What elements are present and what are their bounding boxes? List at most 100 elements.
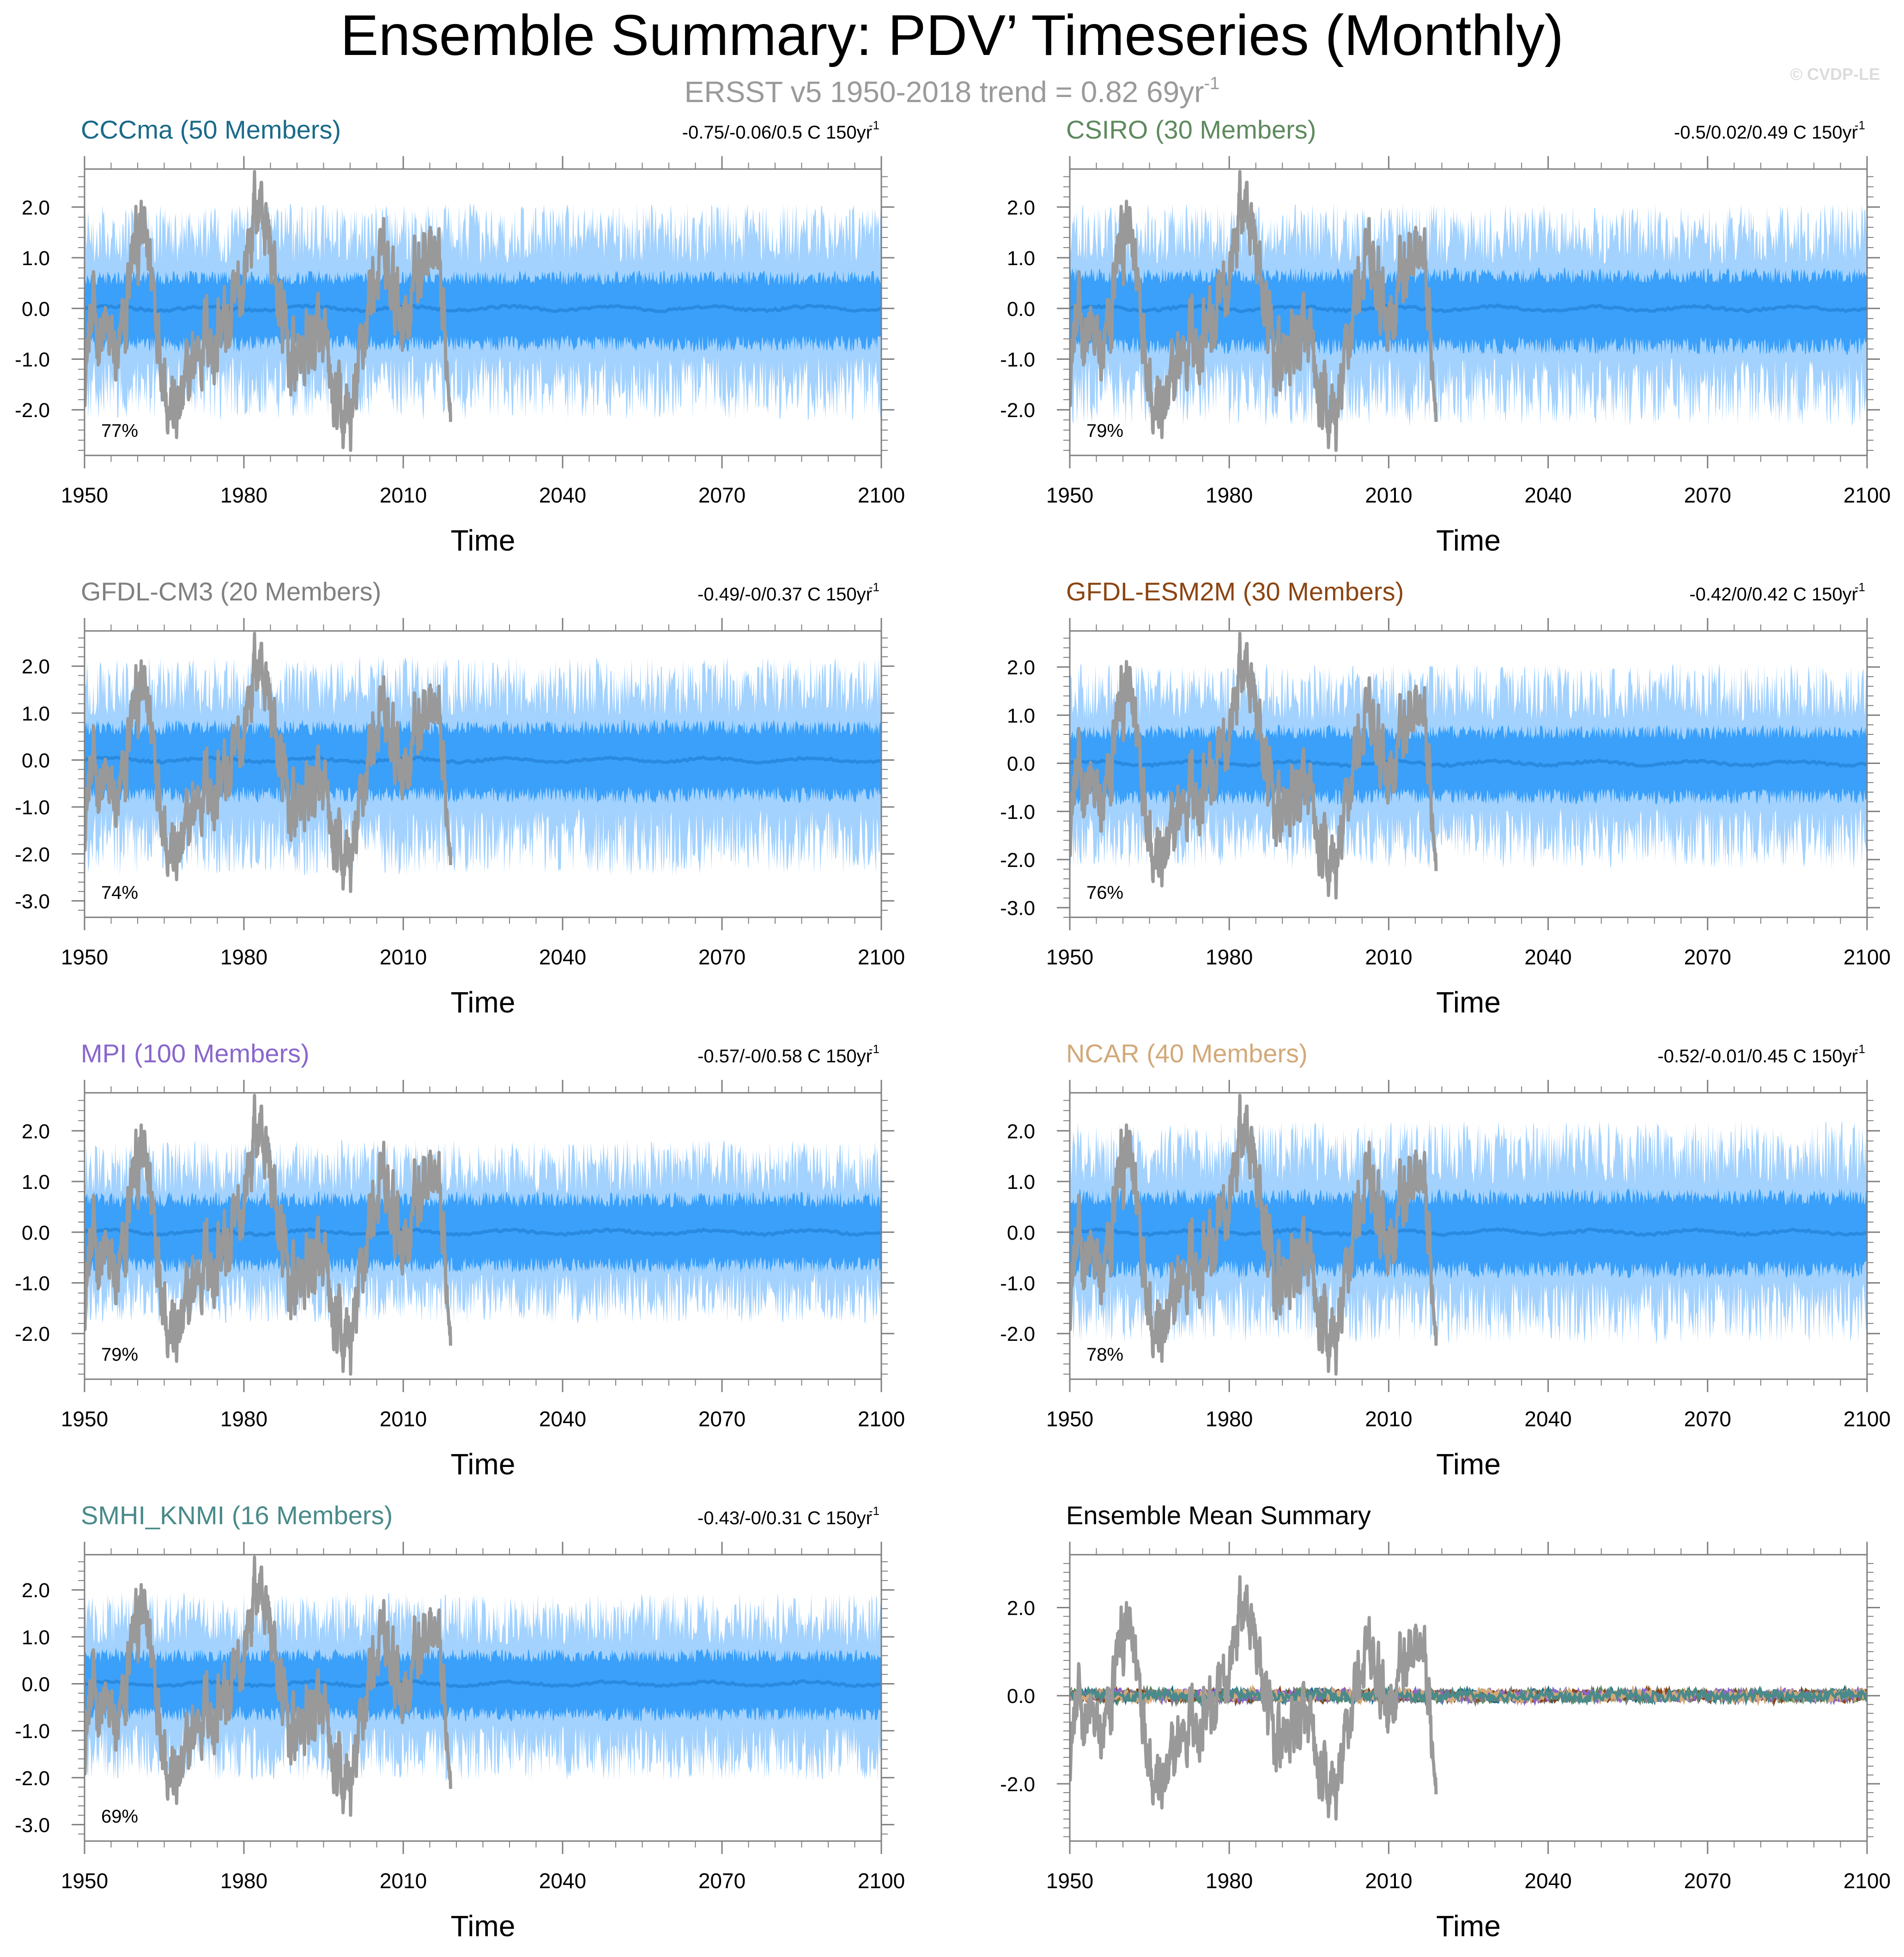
plot-area	[85, 631, 881, 893]
x-tick-label: 2070	[1684, 1407, 1731, 1431]
observation-line	[1070, 170, 1438, 452]
panel-title: MPI (100 Members)	[81, 1039, 309, 1068]
percent-label: 69%	[101, 1806, 138, 1827]
y-tick-label: -1.0	[1000, 801, 1035, 824]
x-tick-label: 1980	[220, 945, 267, 969]
x-tick-label: 2100	[1843, 483, 1891, 507]
observation-line	[1070, 1094, 1438, 1376]
y-tick-label: -2.0	[15, 843, 50, 866]
y-tick-label: -1.0	[15, 349, 50, 371]
x-axis-label: Time	[1436, 1909, 1501, 1943]
x-tick-label: 2100	[858, 1869, 905, 1893]
subtitle: ERSST v5 1950-2018 trend = 0.82 69yr-1	[0, 74, 1904, 109]
y-tick-label: -2.0	[15, 1767, 50, 1790]
y-tick-label: -1.0	[15, 796, 50, 819]
x-tick-label: 1950	[61, 1869, 108, 1893]
percent-label: 77%	[101, 421, 138, 441]
panel-title: CCCma (50 Members)	[81, 115, 341, 144]
plot-area	[1070, 1575, 1867, 1821]
y-tick-label: 0.0	[1007, 753, 1035, 776]
y-tick-label: -2.0	[15, 1323, 50, 1345]
x-tick-label: 2040	[1524, 1869, 1571, 1893]
observation-line	[85, 1094, 452, 1376]
y-tick-label: 2.0	[1007, 1120, 1035, 1143]
chart-panel-6: NCAR (40 Members) -0.52/-0.01/0.45 C 150y…	[1000, 1039, 1891, 1481]
chart-panel-2: CSIRO (30 Members) -0.5/0.02/0.49 C 150yr…	[1000, 115, 1891, 557]
trend-label: -0.57/-0/0.58 C 150yr	[697, 1046, 872, 1066]
plot-area	[1070, 631, 1867, 900]
chart-panel-3: GFDL-CM3 (20 Members) -0.49/-0/0.37 C 150…	[15, 577, 905, 1019]
x-tick-label: 1980	[220, 1407, 267, 1431]
chart-panel-8: Ensemble Mean Summary 2.0 0.0 -2.0 1950 1980 2…	[1000, 1501, 1891, 1943]
chart-panel-5: MPI (100 Members) -0.57/-0/0.58 C 150yr -1…	[15, 1039, 905, 1481]
x-tick-label: 2070	[1684, 945, 1731, 969]
y-tick-label: -1.0	[15, 1272, 50, 1295]
trend-label: -0.75/-0.06/0.5 C 150yr	[682, 122, 872, 143]
x-tick-label: 2040	[539, 945, 586, 969]
y-tick-label: -1.0	[15, 1720, 50, 1743]
percent-label: 76%	[1086, 883, 1123, 903]
y-tick-label: 0.0	[22, 1673, 50, 1696]
x-tick-label: 1950	[61, 945, 108, 969]
y-tick-label: 1.0	[1007, 704, 1035, 727]
y-tick-label: 2.0	[1007, 1597, 1035, 1619]
x-tick-label: 1980	[220, 483, 267, 507]
y-tick-label: 1.0	[22, 1626, 50, 1649]
y-tick-label: -3.0	[15, 1814, 50, 1836]
panel-title: Ensemble Mean Summary	[1066, 1501, 1371, 1530]
subtitle-sup: -1	[1204, 74, 1220, 93]
trend-sup: -1	[1855, 580, 1865, 594]
observation-line	[1070, 631, 1438, 900]
y-tick-label: 2.0	[22, 1579, 50, 1602]
y-tick-label: 1.0	[22, 1171, 50, 1194]
x-tick-label: 2040	[1524, 945, 1571, 969]
y-tick-label: -2.0	[15, 399, 50, 422]
x-tick-label: 2070	[1684, 483, 1731, 507]
x-tick-label: 2040	[1524, 1407, 1571, 1431]
plot-area	[1070, 1094, 1867, 1376]
x-tick-label: 2100	[858, 483, 905, 507]
x-tick-label: 2070	[698, 945, 746, 969]
x-tick-label: 2070	[698, 483, 746, 507]
x-tick-label: 1950	[61, 483, 108, 507]
trend-label: -0.42/0/0.42 C 150yr	[1689, 584, 1858, 605]
y-tick-label: 2.0	[22, 1120, 50, 1143]
x-tick-label: 2100	[1843, 1407, 1891, 1431]
x-tick-label: 2010	[1365, 945, 1412, 969]
y-tick-label: 2.0	[1007, 656, 1035, 679]
y-tick-label: -3.0	[15, 890, 50, 913]
y-tick-label: -1.0	[1000, 1272, 1035, 1295]
x-axis-label: Time	[1436, 1448, 1501, 1481]
x-tick-label: 2010	[380, 945, 427, 969]
y-tick-label: 2.0	[1007, 196, 1035, 219]
observation-line	[85, 631, 452, 893]
x-tick-label: 2070	[698, 1869, 746, 1893]
y-tick-label: 1.0	[22, 247, 50, 270]
x-tick-label: 2100	[858, 945, 905, 969]
y-tick-label: 0.0	[22, 750, 50, 772]
y-tick-label: -2.0	[1000, 849, 1035, 872]
x-axis-label: Time	[451, 1909, 515, 1943]
y-tick-label: -2.0	[1000, 1773, 1035, 1796]
y-tick-label: 0.0	[22, 1222, 50, 1244]
x-tick-label: 1950	[1046, 1407, 1093, 1431]
x-tick-label: 2040	[539, 1407, 586, 1431]
x-tick-label: 2070	[698, 1407, 746, 1431]
y-tick-label: 0.0	[1007, 298, 1035, 321]
trend-label: -0.49/-0/0.37 C 150yr	[697, 584, 872, 605]
plot-area	[85, 1555, 881, 1817]
x-tick-label: 2010	[380, 1407, 427, 1431]
trend-sup: -1	[1855, 118, 1865, 132]
panel-title: GFDL-CM3 (20 Members)	[81, 577, 381, 606]
y-tick-label: 2.0	[22, 655, 50, 678]
trend-sup: -1	[869, 580, 879, 594]
y-tick-label: 1.0	[22, 703, 50, 725]
observation-line	[1070, 1575, 1438, 1821]
x-tick-label: 1980	[1206, 1407, 1253, 1431]
y-tick-label: -2.0	[1000, 399, 1035, 422]
percent-label: 79%	[101, 1345, 138, 1365]
x-tick-label: 1980	[1206, 1869, 1253, 1893]
plot-area	[85, 1094, 881, 1376]
y-tick-label: 2.0	[22, 196, 50, 219]
